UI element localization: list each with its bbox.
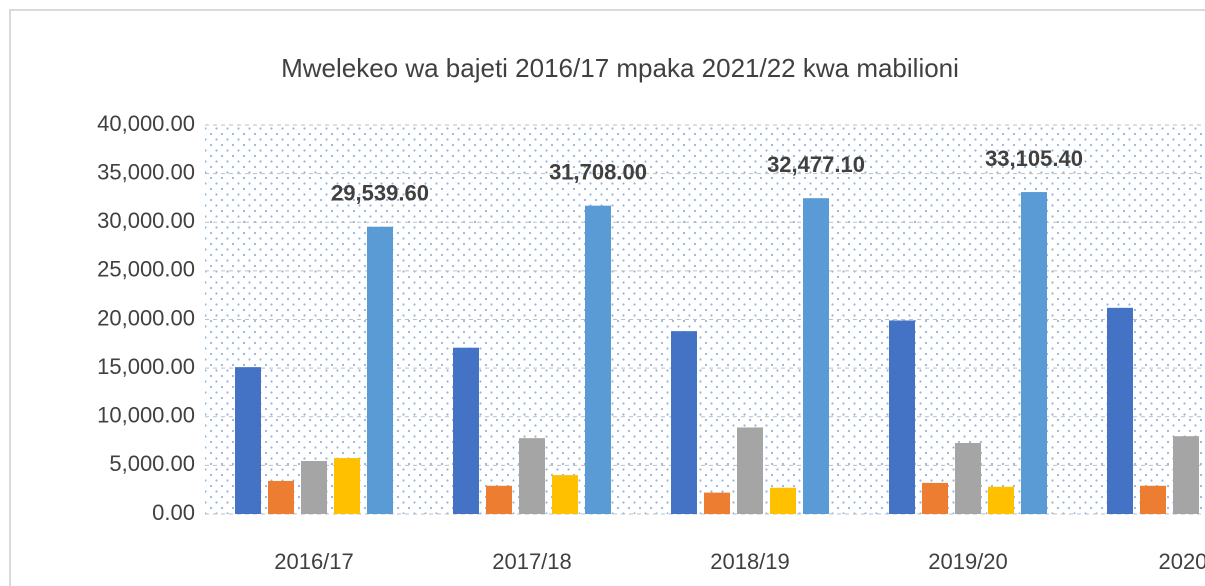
bar (1107, 307, 1133, 514)
x-tick-label: 2019/20 (928, 549, 1008, 574)
bar (519, 438, 545, 514)
bar (552, 475, 578, 514)
y-tick-label: 30,000.00 (97, 208, 195, 233)
bar (301, 460, 327, 514)
y-tick-label: 10,000.00 (97, 403, 195, 428)
chart-title: Mwelekeo wa bajeti 2016/17 mpaka 2021/22… (281, 53, 959, 83)
bar (367, 226, 393, 514)
y-tick-label: 35,000.00 (97, 159, 195, 184)
data-label: 32,477.10 (767, 152, 865, 177)
bar (268, 480, 294, 514)
bar (770, 487, 796, 514)
bar (704, 492, 730, 514)
bar (988, 486, 1014, 514)
bar (889, 320, 915, 514)
bar (1140, 485, 1166, 514)
bar (922, 482, 948, 514)
bar (737, 427, 763, 514)
bar (453, 347, 479, 514)
data-label: 33,105.40 (985, 146, 1083, 171)
bar (1173, 436, 1199, 514)
data-label: 31,708.00 (549, 159, 647, 184)
y-tick-label: 15,000.00 (97, 354, 195, 379)
bar (955, 443, 981, 514)
bar (585, 205, 611, 514)
x-tick-label: 2017/18 (492, 549, 572, 574)
y-tick-label: 40,000.00 (97, 111, 195, 136)
y-tick-label: 20,000.00 (97, 305, 195, 330)
bar (803, 198, 829, 514)
y-tick-label: 25,000.00 (97, 257, 195, 282)
bar (1021, 192, 1047, 514)
x-tick-label: 2020/ (1158, 549, 1205, 574)
bar (486, 485, 512, 514)
x-tick-label: 2016/17 (274, 549, 354, 574)
data-label: 29,539.60 (331, 181, 429, 206)
x-tick-label: 2018/19 (710, 549, 790, 574)
bar (235, 367, 261, 514)
bar (671, 331, 697, 514)
y-tick-label: 0.00 (152, 500, 195, 525)
y-tick-label: 5,000.00 (109, 451, 195, 476)
bar (334, 458, 360, 514)
